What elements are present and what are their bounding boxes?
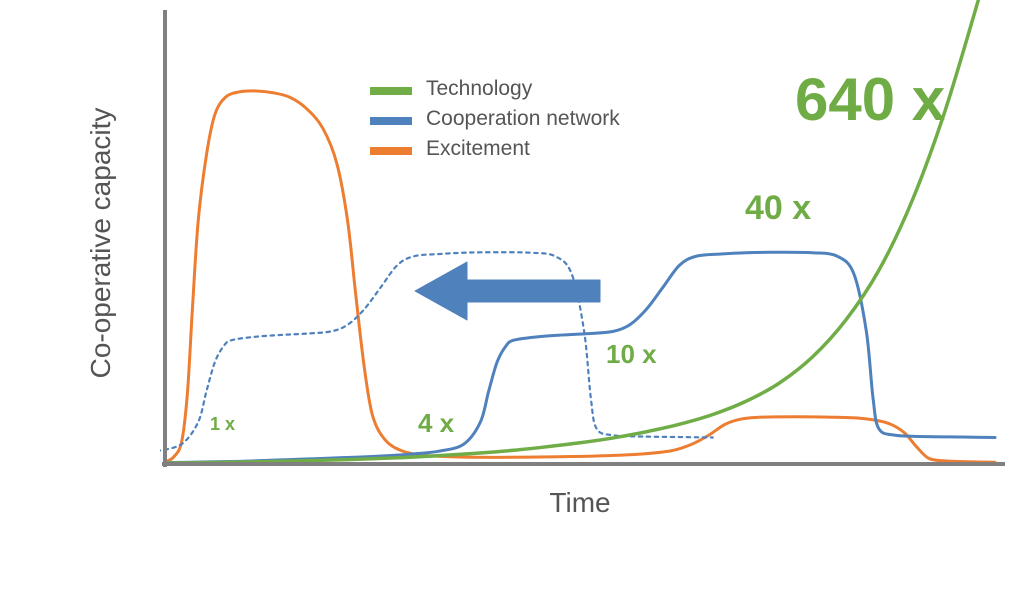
multiplier-annotation: 10 x bbox=[606, 339, 657, 369]
multiplier-annotation: 640 x bbox=[795, 66, 945, 133]
legend-label-tech: Technology bbox=[426, 77, 533, 100]
legend-swatch-coop bbox=[370, 117, 412, 125]
x-axis-label: Time bbox=[549, 487, 610, 518]
legend-label-coop: Cooperation network bbox=[426, 107, 620, 130]
multiplier-annotation: 4 x bbox=[418, 408, 455, 438]
legend-label-excite: Excitement bbox=[426, 137, 530, 160]
multiplier-annotation: 40 x bbox=[745, 189, 811, 227]
legend-swatch-tech bbox=[370, 87, 412, 95]
legend-swatch-excite bbox=[370, 147, 412, 155]
y-axis-label: Co-operative capacity bbox=[85, 108, 116, 379]
multiplier-annotation: 1 x bbox=[210, 414, 235, 434]
cooperation-chart: Time Co-operative capacity 1 x 4 x 10 x 40 x 6… bbox=[0, 0, 1024, 602]
